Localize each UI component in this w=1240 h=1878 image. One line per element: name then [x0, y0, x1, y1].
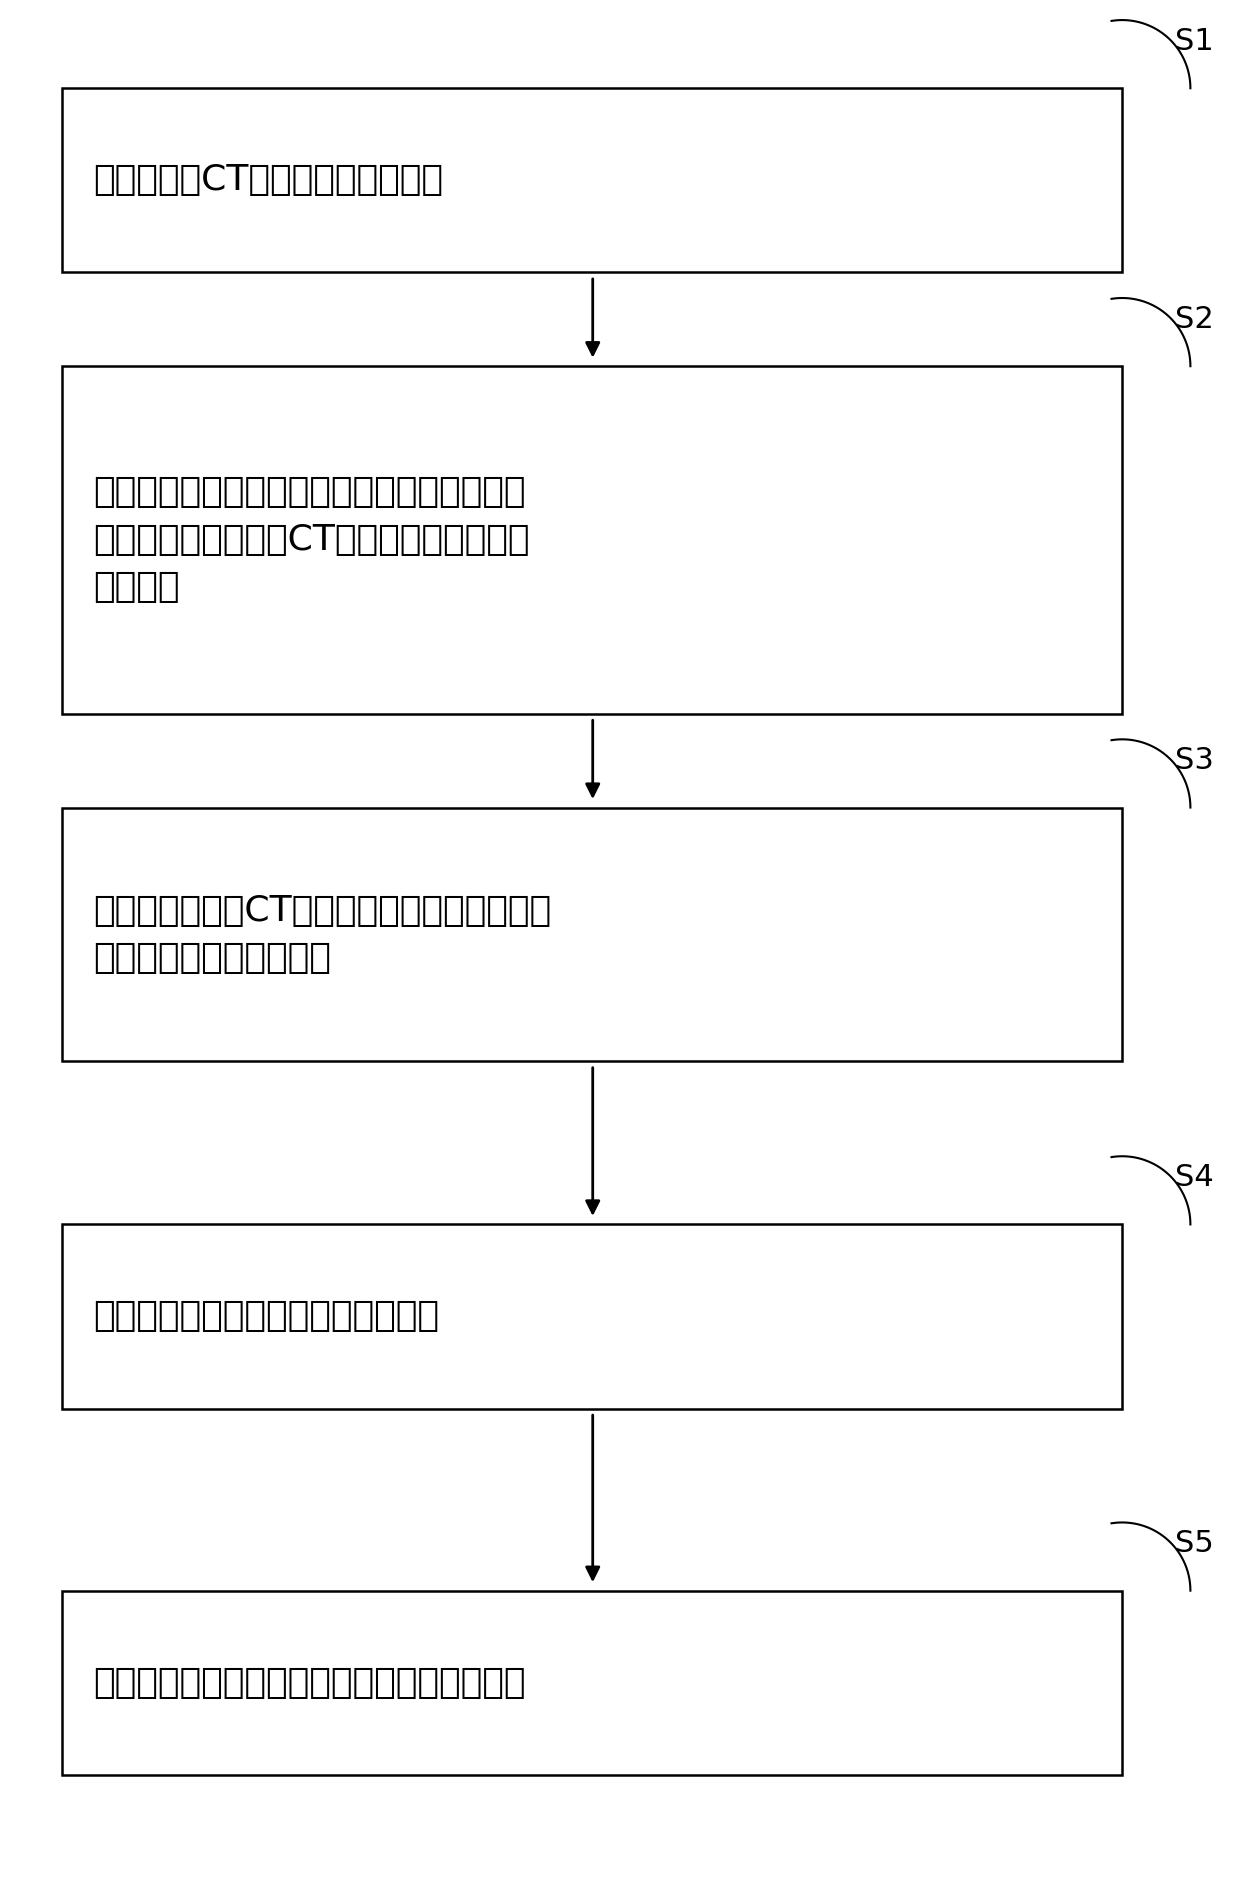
Bar: [62, 88, 1122, 272]
Text: 获取脑出血CT影像数据并进行标记: 获取脑出血CT影像数据并进行标记: [93, 163, 443, 197]
Text: 设计基于深度学习的脑出血区域的分割模型，
利用标记好的脑出血CT影像数据来训练所述
分割模型: 设计基于深度学习的脑出血区域的分割模型， 利用标记好的脑出血CT影像数据来训练所…: [93, 475, 529, 605]
Text: 根据得到的分割结果计算脑出血体积: 根据得到的分割结果计算脑出血体积: [93, 1300, 439, 1333]
Text: S4: S4: [1174, 1162, 1214, 1193]
Bar: [62, 1591, 1122, 1775]
Bar: [62, 366, 1122, 714]
Text: 生成包含脑出血位置及出血体积的结构化报告: 生成包含脑出血位置及出血体积的结构化报告: [93, 1666, 526, 1700]
Text: S5: S5: [1174, 1529, 1214, 1559]
Text: S3: S3: [1174, 746, 1214, 776]
Text: 将测试的脑出血CT影像数据输入至训练好的分
割模型中，得到分割结果: 将测试的脑出血CT影像数据输入至训练好的分 割模型中，得到分割结果: [93, 894, 551, 975]
Bar: [62, 1224, 1122, 1408]
Text: S1: S1: [1174, 26, 1214, 56]
Text: S2: S2: [1174, 304, 1214, 334]
Bar: [62, 808, 1122, 1061]
